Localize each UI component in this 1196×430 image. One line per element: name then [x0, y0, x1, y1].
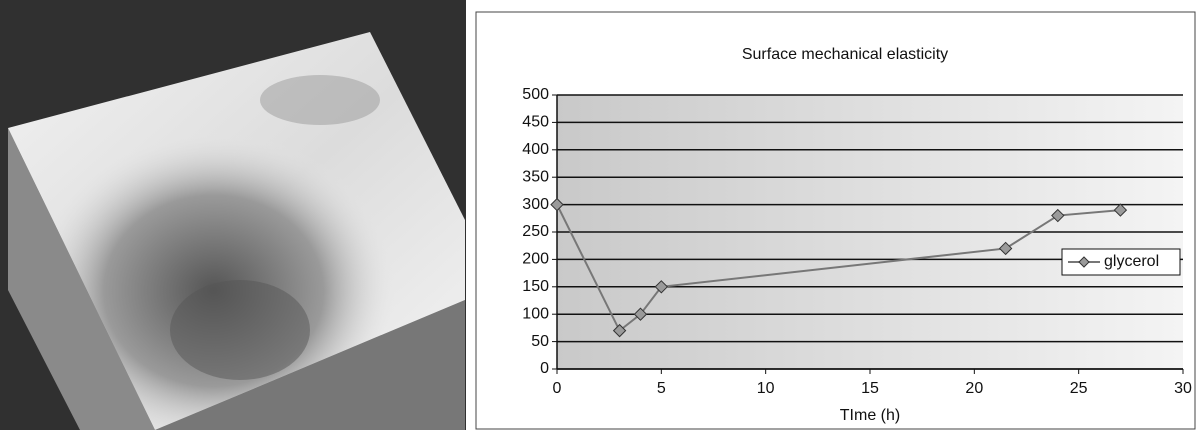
y-tick-label: 450 — [522, 114, 549, 131]
y-tick-label: 0 — [540, 360, 549, 377]
x-tick-label: 15 — [861, 380, 879, 397]
y-tick-label: 150 — [522, 278, 549, 295]
x-tick-label: 30 — [1174, 380, 1192, 397]
legend: glycerol — [1062, 249, 1180, 275]
y-tick-label: 350 — [522, 168, 549, 185]
x-tick-label: 25 — [1070, 380, 1088, 397]
y-tick-label: 100 — [522, 305, 549, 322]
y-tick-label: 500 — [522, 86, 549, 103]
legend-label: glycerol — [1104, 253, 1159, 270]
x-axis-label: TIme (h) — [840, 407, 900, 424]
y-tick-label: 200 — [522, 251, 549, 268]
x-tick-label: 5 — [657, 380, 666, 397]
surface-feature — [260, 75, 380, 125]
page: Surface mechanical elasticity TIme (h) 0… — [0, 0, 1196, 430]
x-tick-label: 0 — [553, 380, 562, 397]
y-tick-label: 300 — [522, 196, 549, 213]
x-tick-label: 10 — [757, 380, 775, 397]
surface-feature — [170, 280, 310, 380]
y-tick-label: 400 — [522, 141, 549, 158]
surface-image — [0, 0, 466, 430]
x-tick-label: 20 — [965, 380, 983, 397]
y-tick-label: 50 — [531, 333, 549, 350]
y-tick-label: 250 — [522, 223, 549, 240]
chart-title: Surface mechanical elasticity — [742, 46, 948, 63]
